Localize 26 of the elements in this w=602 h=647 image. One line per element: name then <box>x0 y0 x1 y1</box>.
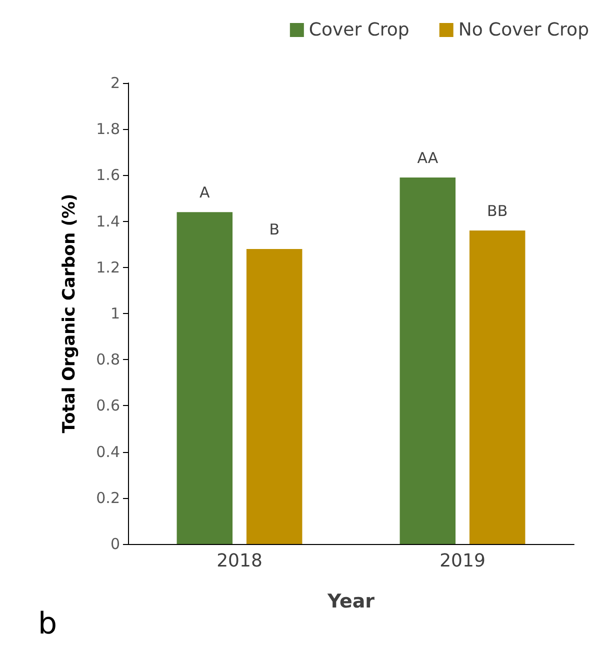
y-tick-label: 0.2 <box>96 488 120 507</box>
legend-label: No Cover Crop <box>458 20 589 40</box>
data-label: B <box>269 220 280 238</box>
y-tick-label: 1.6 <box>96 166 120 184</box>
y-tick-label: 0.4 <box>96 442 120 461</box>
x-tick-label: 2018 <box>216 550 262 572</box>
y-tick-label: 1 <box>110 304 120 322</box>
y-tick-label: 0.6 <box>96 396 120 415</box>
x-axis-title: Year <box>326 590 376 612</box>
y-tick-label: 0.8 <box>96 350 120 369</box>
text: b <box>38 606 58 642</box>
bar <box>246 248 302 544</box>
bar <box>469 230 526 544</box>
y-tick-label: 1.8 <box>96 120 120 138</box>
x-tick-label: 2019 <box>440 550 486 572</box>
y-tick-label: 2 <box>110 74 120 92</box>
bar <box>176 212 233 544</box>
y-tick-label: 0 <box>110 535 120 553</box>
data-label: AA <box>417 149 439 168</box>
y-axis-title: Total Organic Carbon (%) <box>60 194 80 434</box>
bar <box>400 178 456 544</box>
data-label: BB <box>487 202 508 220</box>
y-tick-label: 1.2 <box>96 258 120 276</box>
legend-label: Cover Crop <box>308 20 410 40</box>
y-tick-label: 1.4 <box>96 212 120 230</box>
data-label: A <box>200 184 211 202</box>
